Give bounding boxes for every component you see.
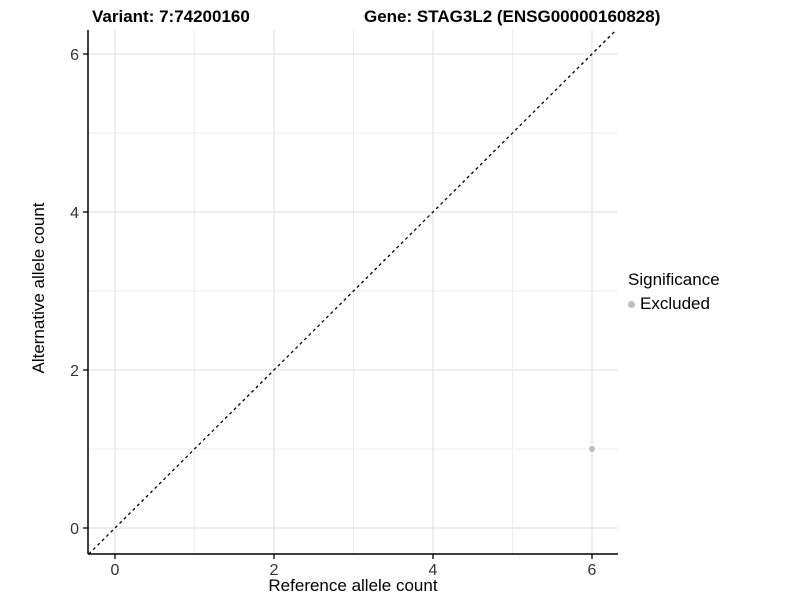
- data-point: [589, 446, 595, 452]
- y-tick-label: 2: [70, 363, 79, 380]
- y-tick-label: 4: [70, 205, 79, 222]
- legend: Significance Excluded: [628, 270, 720, 314]
- x-axis-title: Reference allele count: [268, 576, 438, 595]
- y-tick-label: 0: [70, 521, 79, 538]
- legend-point-icon: [628, 300, 635, 308]
- x-tick-label: 4: [429, 562, 438, 579]
- x-tick-label: 6: [588, 562, 597, 579]
- variant-title: Variant: 7:74200160: [92, 7, 250, 26]
- x-tick-label: 2: [270, 562, 279, 579]
- x-tick-label: 0: [111, 562, 120, 579]
- gene-title: Gene: STAG3L2 (ENSG00000160828): [364, 7, 661, 26]
- legend-title: Significance: [628, 270, 720, 289]
- y-tick-label: 6: [70, 47, 79, 64]
- legend-item-label: Excluded: [640, 294, 710, 313]
- legend-item-excluded: Excluded: [628, 294, 720, 314]
- identity-reference-line: [88, 29, 617, 555]
- y-axis-title: Alternative allele count: [29, 202, 48, 374]
